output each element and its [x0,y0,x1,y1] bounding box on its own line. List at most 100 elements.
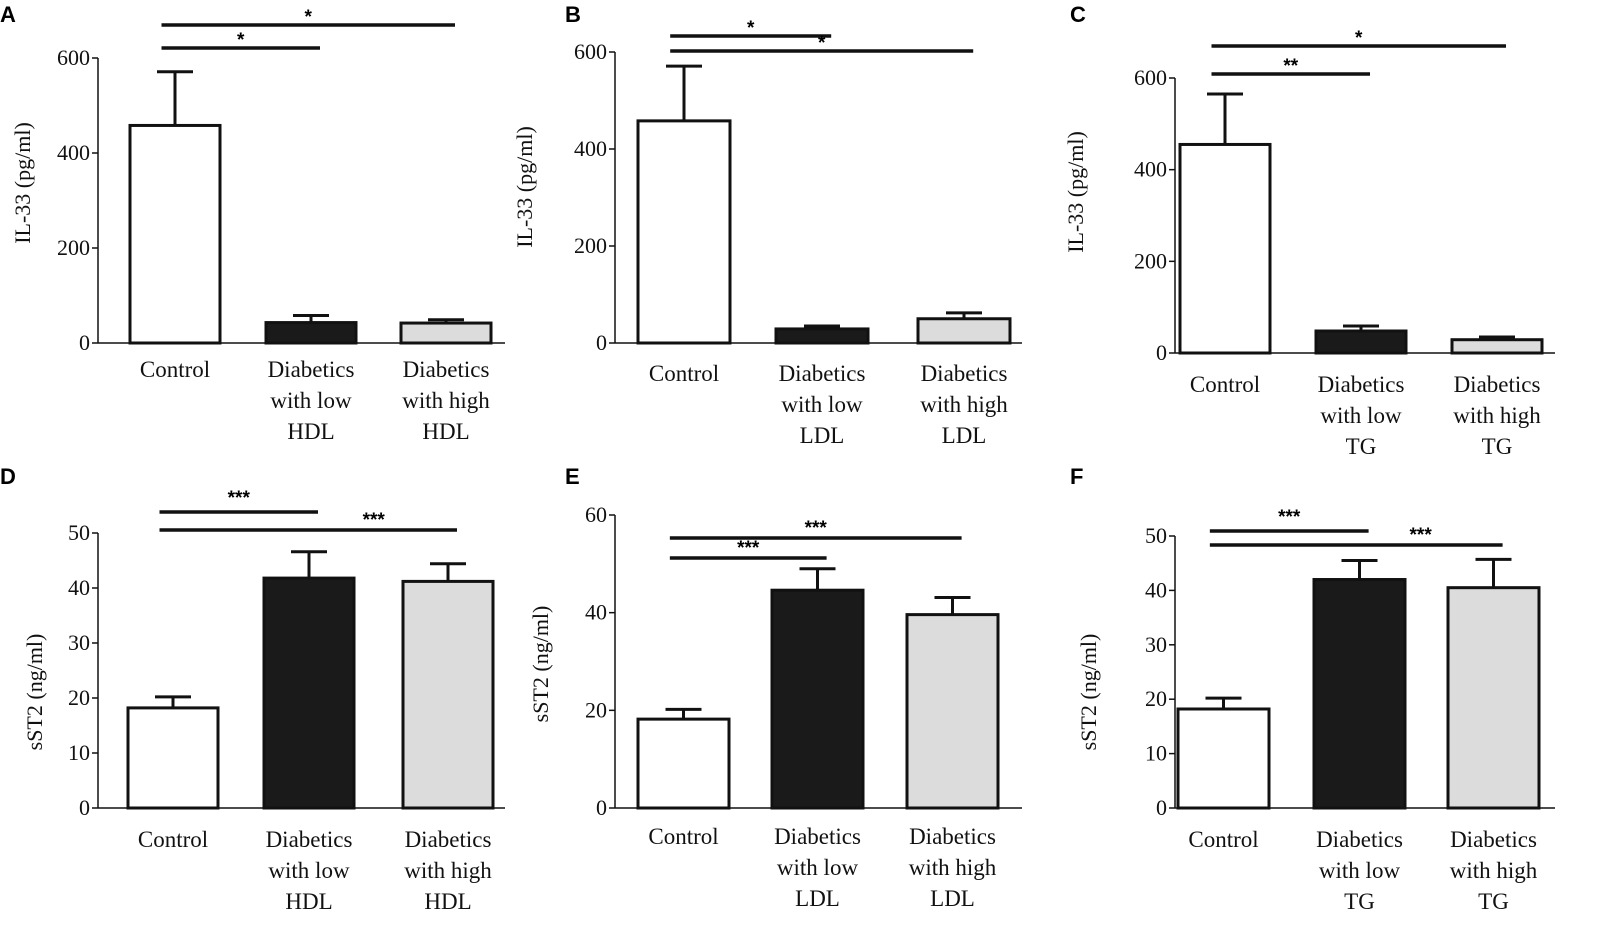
category-label: with low [268,858,350,883]
category-label: Diabetics [403,357,490,382]
y-tick-label: 50 [1145,523,1167,548]
category-label: TG [1344,889,1375,914]
panel-letter: C [1070,2,1086,27]
y-tick-label: 10 [68,740,90,765]
y-tick-label: 0 [596,795,607,820]
category-label: Diabetics [1454,372,1541,397]
significance-label: *** [363,510,386,531]
y-tick-label: 40 [68,575,90,600]
y-tick-label: 20 [585,697,607,722]
category-label: Control [1190,372,1260,397]
significance-label: * [1355,28,1363,49]
y-tick-label: 600 [57,45,90,70]
y-tick-label: 0 [79,795,90,820]
y-axis-label: IL-33 (pg/ml) [10,122,35,244]
category-label: Diabetics [405,827,492,852]
bar-low [264,321,358,345]
significance-label: ** [1283,56,1298,77]
category-label: LDL [795,886,840,911]
category-label: HDL [287,419,334,444]
y-tick-label: 30 [68,630,90,655]
bar-high [1446,586,1541,810]
significance-label: * [305,7,313,28]
category-label: LDL [800,423,845,448]
chart-panel-a: A 0 200 400 600 IL-33 (pg/ml) Control Diabetics… [0,2,505,444]
category-label: with high [909,855,997,880]
panel-letter: D [0,464,16,489]
chart-panel-c: C 0 200 400 600 IL-33 (pg/ml) Control Diabetics… [1063,2,1555,459]
y-tick-label: 600 [574,39,607,64]
y-tick-label: 50 [68,520,90,545]
category-label: TG [1346,434,1377,459]
category-label: Diabetics [774,824,861,849]
category-label: Diabetics [268,357,355,382]
category-label: TG [1482,434,1513,459]
category-label: Diabetics [921,361,1008,386]
bar-low [770,588,865,810]
category-label: Control [140,357,210,382]
significance-label: * [818,33,826,54]
category-label: HDL [285,889,332,914]
category-label: Diabetics [1318,372,1405,397]
bar-control [1176,707,1271,810]
y-tick-label: 30 [1145,632,1167,657]
y-tick-label: 200 [574,233,607,258]
significance-label: *** [228,488,251,509]
chart-panel-b: B 0 200 400 600 IL-33 (pg/ml) Control Diabetics… [512,2,1022,448]
y-axis-label: sST2 (ng/ml) [22,634,47,751]
category-label: with low [777,855,859,880]
category-label: with low [1320,403,1402,428]
bar-control [128,123,222,345]
category-label: Diabetics [1316,827,1403,852]
y-axis-label: sST2 (ng/ml) [1076,634,1101,751]
bar-low [1312,578,1407,810]
category-label: HDL [422,419,469,444]
y-tick-label: 0 [596,330,607,355]
category-label: with high [1453,403,1541,428]
y-tick-label: 0 [1156,795,1167,820]
category-label: with high [1450,858,1538,883]
bar-high [399,321,493,345]
y-axis-label: sST2 (ng/ml) [528,606,553,723]
y-tick-label: 0 [1156,340,1167,365]
panel-letter: A [0,2,16,27]
y-tick-label: 20 [68,685,90,710]
panel-letter: F [1070,464,1083,489]
significance-label: *** [737,538,760,559]
bar-control [126,706,220,810]
bar-high [1450,338,1544,355]
bar-low [1314,329,1408,355]
bar-low [774,327,870,345]
category-label: Diabetics [1450,827,1537,852]
category-label: Control [1188,827,1258,852]
category-label: LDL [942,423,987,448]
category-label: Diabetics [266,827,353,852]
y-tick-label: 0 [79,330,90,355]
y-tick-label: 200 [57,235,90,260]
y-tick-label: 40 [1145,577,1167,602]
category-label: with low [1319,858,1401,883]
category-label: Diabetics [779,361,866,386]
bar-high [916,317,1012,345]
y-tick-label: 600 [1134,65,1167,90]
category-label: with low [270,388,352,413]
bar-control [636,119,732,345]
y-tick-label: 60 [585,502,607,527]
panel-letter: B [565,2,581,27]
category-label: Control [648,824,718,849]
y-tick-label: 400 [1134,157,1167,182]
category-label: HDL [424,889,471,914]
chart-panel-f: F 0 10 20 30 40 50 sST2 (ng/ml) Control Diabetics… [1070,464,1555,914]
category-label: Diabetics [909,824,996,849]
bar-control [1178,142,1272,355]
significance-label: *** [1410,525,1433,546]
category-label: Control [138,827,208,852]
panel-letter: E [565,464,580,489]
chart-panel-d: D 0 10 20 30 40 50 sST2 (ng/ml) Control Diabetics… [0,464,505,914]
significance-label: * [747,18,755,39]
category-label: TG [1478,889,1509,914]
y-tick-label: 400 [574,136,607,161]
y-tick-label: 200 [1134,248,1167,273]
y-tick-label: 10 [1145,741,1167,766]
